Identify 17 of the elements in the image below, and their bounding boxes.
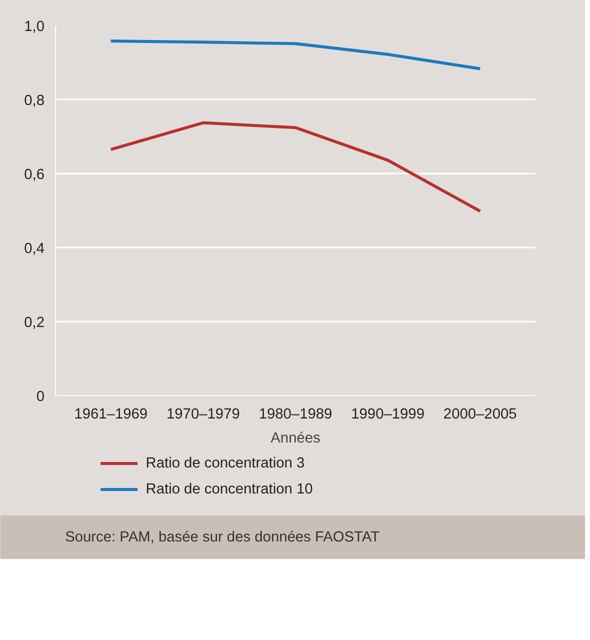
x-tick-label: 1990–1999	[351, 406, 425, 422]
y-tick-label: 0,2	[24, 315, 44, 331]
y-tick-label: 0,4	[24, 241, 44, 257]
legend-label: Ratio de concentration 3	[146, 456, 305, 472]
x-tick-label: 1980–1989	[258, 406, 332, 422]
x-tick-label: 1970–1979	[166, 406, 240, 422]
line-series	[109, 121, 482, 213]
y-tick-label: 0	[36, 389, 45, 405]
legend-label: Ratio de concentration 10	[146, 482, 313, 498]
x-axis-title: Années	[270, 430, 320, 446]
y-tick-label: 0,6	[24, 167, 44, 183]
y-tick-label: 1,0	[24, 19, 44, 35]
source-note: Source: PAM, basée sur des données FAOSTAT	[65, 530, 380, 546]
y-tick-label: 0,8	[24, 93, 44, 109]
x-tick-label: 2000–2005	[443, 406, 517, 422]
line-series	[109, 40, 482, 70]
x-tick-label: 1961–1969	[74, 406, 148, 422]
